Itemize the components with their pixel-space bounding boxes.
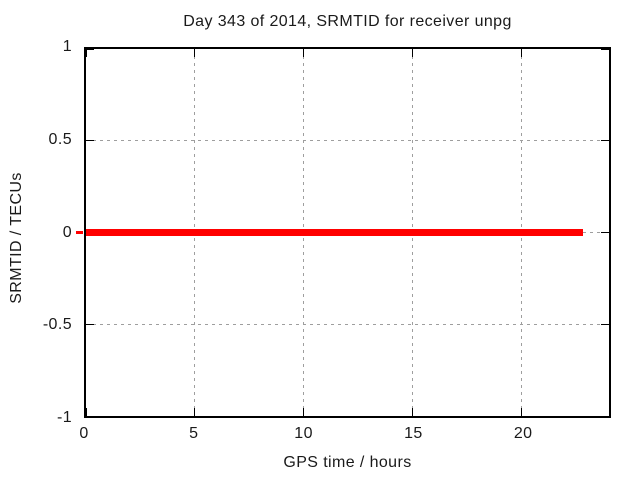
x-tick-mark-bottom [194, 408, 196, 416]
y-gridline [86, 323, 609, 325]
chart-title: Day 343 of 2014, SRMTID for receiver unp… [183, 13, 512, 30]
y-tick-label: -1 [56, 409, 72, 426]
y-tick-mark-left [86, 140, 94, 142]
y-tick-label: 0.5 [48, 130, 72, 148]
y-tick-mark-left [86, 48, 94, 50]
x-tick-labels: 0 5 10 15 20 [79, 425, 611, 445]
y-tick-labels: 1 0.5 0 -0.5 -1 [0, 38, 72, 426]
data-line [86, 229, 583, 236]
y-tick-mark-left [86, 323, 94, 325]
y-gridline [86, 140, 609, 142]
x-axis-label: GPS time / hours [283, 454, 412, 471]
y-tick-mark-right [601, 140, 609, 142]
x-tick-mark-bottom [303, 408, 305, 416]
y-tick-mark-right [601, 48, 609, 50]
y-tick-mark-right [601, 415, 609, 417]
x-tick-mark-bottom [412, 408, 414, 416]
x-tick-mark-top [521, 49, 523, 57]
x-tick-mark-top [303, 49, 305, 57]
zero-line-start-dash [76, 231, 83, 234]
y-tick-label: -0.5 [42, 316, 72, 334]
x-tick-mark-top [412, 49, 414, 57]
y-tick-label: 1 [62, 38, 72, 55]
x-tick-label: 20 [513, 425, 533, 442]
x-tick-mark-top [194, 49, 196, 57]
x-tick-mark-bottom [85, 408, 87, 416]
y-tick-mark-right [601, 232, 609, 233]
y-tick-label: 0 [62, 223, 72, 241]
x-tick-label: 10 [294, 425, 313, 442]
plot-area [76, 47, 611, 418]
x-tick-label: 15 [404, 425, 423, 442]
x-tick-mark-bottom [521, 408, 523, 416]
x-tick-label: 5 [189, 425, 199, 442]
x-tick-label: 0 [79, 425, 89, 442]
y-tick-mark-right [601, 323, 609, 325]
x-tick-mark-top [85, 49, 87, 57]
y-tick-mark-left [86, 415, 94, 417]
